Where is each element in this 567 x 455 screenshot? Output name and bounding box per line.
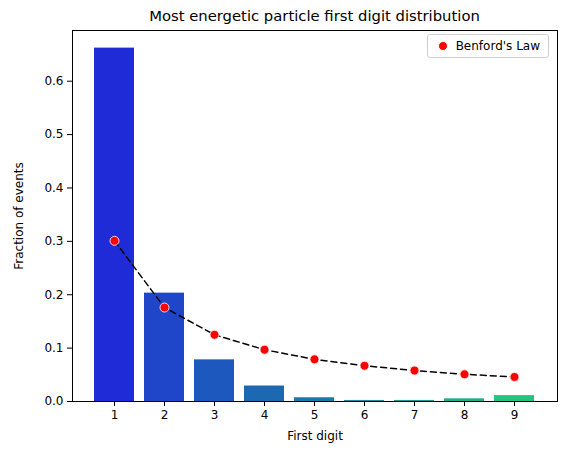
svg-text:0.2: 0.2 (44, 288, 63, 302)
svg-text:Fraction of events: Fraction of events (12, 162, 26, 270)
svg-text:3: 3 (211, 408, 219, 422)
svg-text:0.4: 0.4 (44, 181, 63, 195)
svg-text:0.1: 0.1 (44, 341, 63, 355)
html-text:Most energetic particle first: Most energetic particle first digit dist… (149, 7, 480, 24)
svg-text:2: 2 (161, 408, 169, 422)
svg-text:4: 4 (261, 408, 269, 422)
svg-text:9: 9 (511, 408, 519, 422)
svg-text:1: 1 (111, 408, 119, 422)
svg-text:6: 6 (361, 408, 369, 422)
svg-text:7: 7 (411, 408, 419, 422)
svg-text:5: 5 (311, 408, 319, 422)
svg-text:First digit: First digit (287, 429, 343, 443)
svg-text:0.6: 0.6 (44, 74, 63, 88)
html-text:Benford's Law: Benford's Law (455, 39, 540, 53)
svg-text:0.0: 0.0 (44, 394, 63, 408)
svg-text:0.5: 0.5 (44, 127, 63, 141)
svg-text:0.3: 0.3 (44, 234, 63, 248)
svg-text:8: 8 (461, 408, 469, 422)
